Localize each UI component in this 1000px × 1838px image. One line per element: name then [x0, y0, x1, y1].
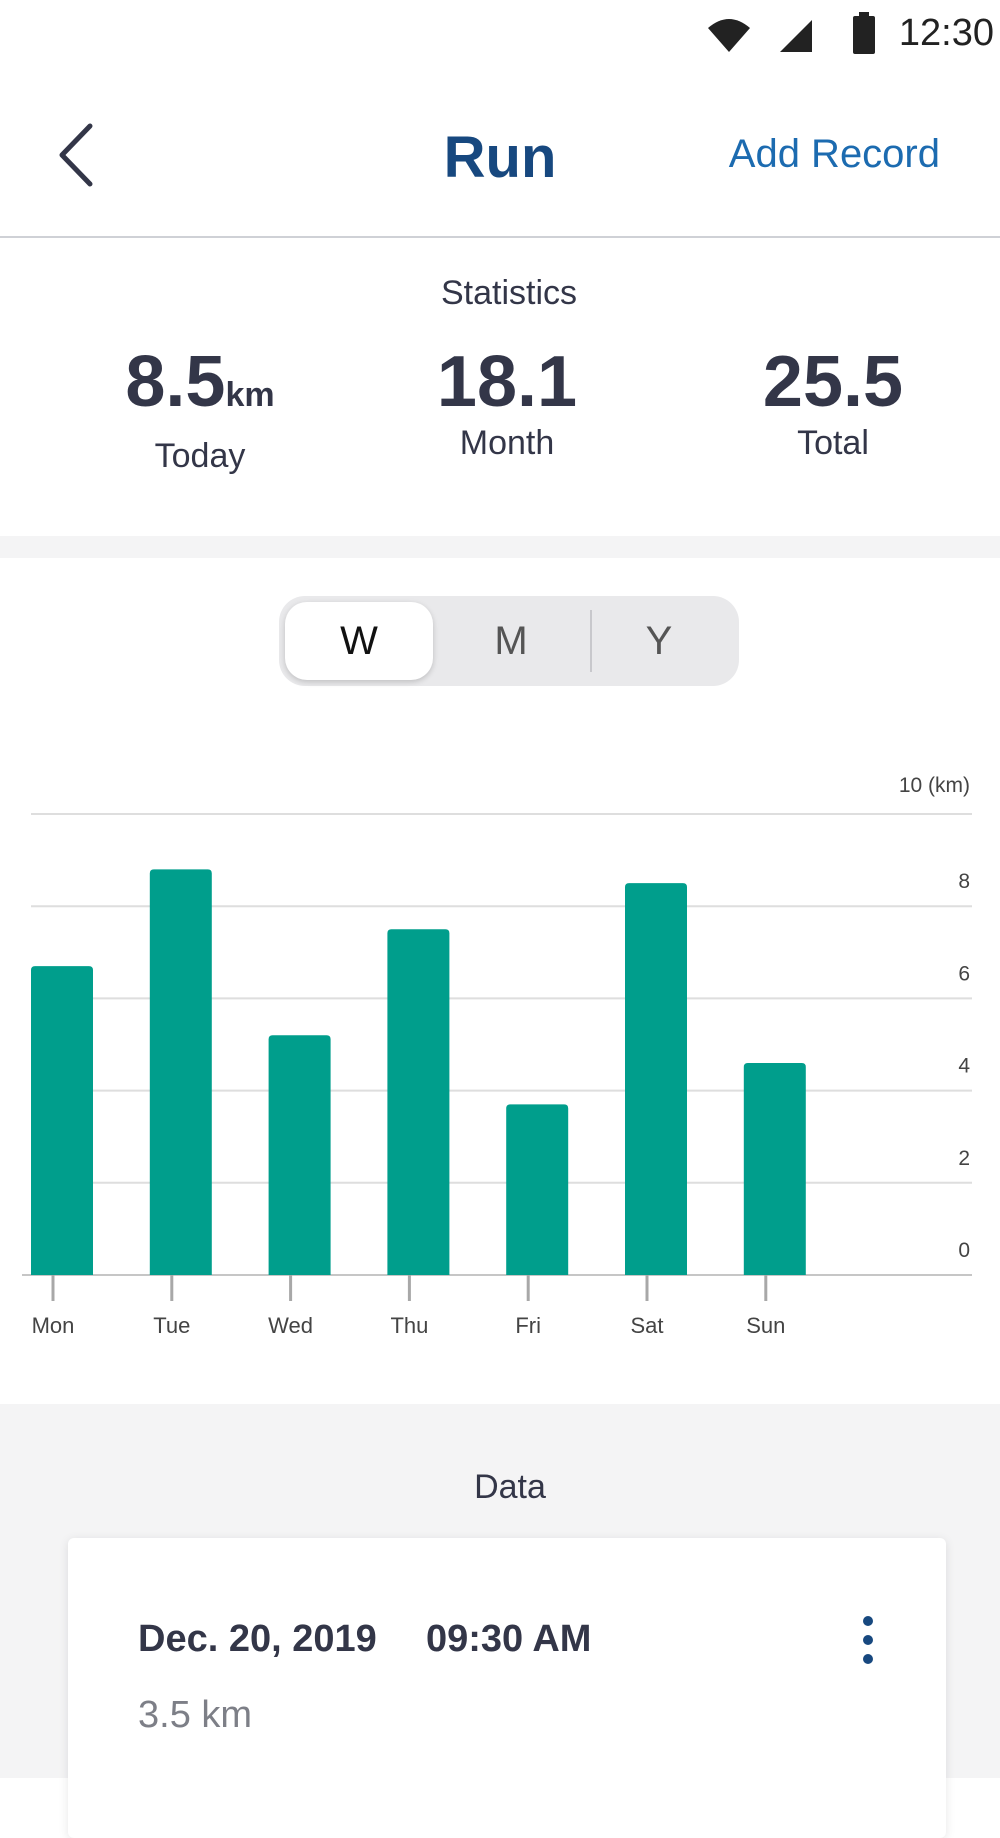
stat-total: 25.5 Total: [703, 342, 963, 463]
stat-unit: km: [225, 376, 275, 414]
y-tick-label: 0: [958, 1239, 970, 1262]
stat-value: 25.5: [762, 342, 904, 422]
cellular-signal-icon: [780, 20, 812, 52]
stat-month: 18.1 Month: [377, 342, 637, 463]
chart-bar: [625, 883, 687, 1275]
stat-today: 8.5km Today: [70, 342, 330, 476]
statistics-title: Statistics: [440, 274, 578, 312]
x-tick-label: Thu: [390, 1313, 428, 1338]
chart-bar: [268, 1035, 331, 1275]
x-tick-label: Mon: [32, 1313, 75, 1338]
record-card[interactable]: Dec. 20, 2019 09:30 AM 3.5 km: [68, 1538, 946, 1838]
period-week-tab[interactable]: W: [285, 602, 433, 680]
weekly-distance-chart: 0 2 4 6 8 10 (km) Mon Tue Wed Thu Fri Sat Sun: [22, 774, 972, 1338]
x-tick-label: Wed: [268, 1313, 313, 1338]
chart-bar: [149, 869, 212, 1275]
chart-bar: [506, 1104, 569, 1275]
chart-bar: [387, 929, 450, 1275]
y-tick-label: 8: [958, 870, 970, 893]
period-year-tab[interactable]: Y: [645, 619, 673, 663]
x-tick-label: Sat: [630, 1313, 663, 1338]
y-tick-label: 10 (km): [899, 774, 970, 797]
record-time: 09:30 AM: [426, 1618, 592, 1660]
data-title: Data: [474, 1468, 546, 1506]
more-vertical-icon[interactable]: [858, 1616, 878, 1664]
header: Run Add Record: [0, 72, 1000, 238]
stat-value: 18.1: [436, 342, 578, 422]
chart-bar: [31, 966, 93, 1275]
stat-value: 8.5km: [125, 342, 275, 422]
status-bar: 12:30: [0, 0, 1000, 72]
period-month-tab[interactable]: M: [494, 619, 528, 663]
battery-icon: [853, 12, 875, 54]
statistics-panel: Statistics 8.5km Today 18.1 Month 25.5 T…: [0, 238, 1000, 536]
segment-divider: [590, 610, 592, 672]
y-tick-label: 2: [958, 1147, 970, 1170]
stat-label: Total: [797, 424, 869, 462]
stat-label: Today: [154, 437, 246, 475]
record-distance: 3.5 km: [138, 1694, 253, 1736]
record-date: Dec. 20, 2019: [138, 1618, 377, 1660]
back-button[interactable]: [52, 120, 112, 190]
wifi-icon: [708, 19, 750, 52]
y-tick-label: 6: [958, 962, 970, 985]
period-selector: W M Y: [279, 596, 739, 686]
status-time: 12:30: [898, 12, 994, 54]
section-divider: [0, 536, 1000, 558]
chart-bar: [743, 1062, 806, 1275]
add-record-button[interactable]: Add Record: [728, 132, 940, 176]
x-tick-label: Tue: [153, 1313, 190, 1338]
x-tick-label: Sun: [746, 1313, 785, 1338]
chevron-left-icon: [59, 123, 93, 187]
x-tick-label: Fri: [515, 1313, 541, 1338]
data-section: Data Dec. 20, 2019 09:30 AM 3.5 km: [0, 1404, 1000, 1838]
stat-label: Month: [459, 424, 555, 462]
y-tick-label: 4: [958, 1055, 970, 1078]
page-title: Run: [443, 125, 557, 190]
